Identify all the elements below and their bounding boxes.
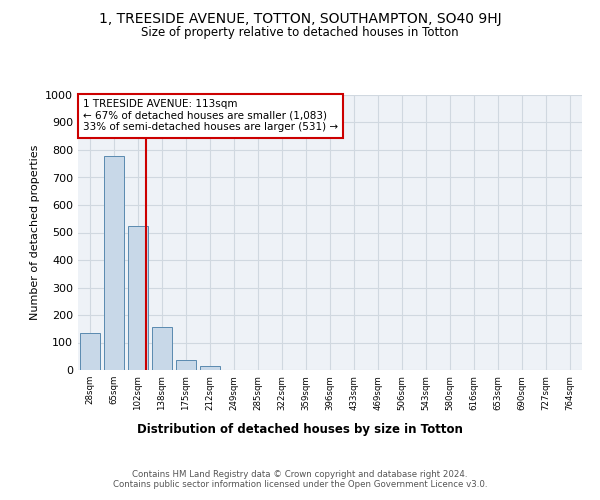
Bar <box>200 366 220 370</box>
Bar <box>176 360 196 370</box>
Bar <box>80 334 100 370</box>
Text: Distribution of detached houses by size in Totton: Distribution of detached houses by size … <box>137 422 463 436</box>
Bar <box>128 226 148 370</box>
Bar <box>104 156 124 370</box>
Y-axis label: Number of detached properties: Number of detached properties <box>29 145 40 320</box>
Text: 1, TREESIDE AVENUE, TOTTON, SOUTHAMPTON, SO40 9HJ: 1, TREESIDE AVENUE, TOTTON, SOUTHAMPTON,… <box>98 12 502 26</box>
Text: Size of property relative to detached houses in Totton: Size of property relative to detached ho… <box>141 26 459 39</box>
Text: 1 TREESIDE AVENUE: 113sqm
← 67% of detached houses are smaller (1,083)
33% of se: 1 TREESIDE AVENUE: 113sqm ← 67% of detac… <box>83 99 338 132</box>
Text: Contains HM Land Registry data © Crown copyright and database right 2024.
Contai: Contains HM Land Registry data © Crown c… <box>113 470 487 490</box>
Bar <box>152 326 172 370</box>
